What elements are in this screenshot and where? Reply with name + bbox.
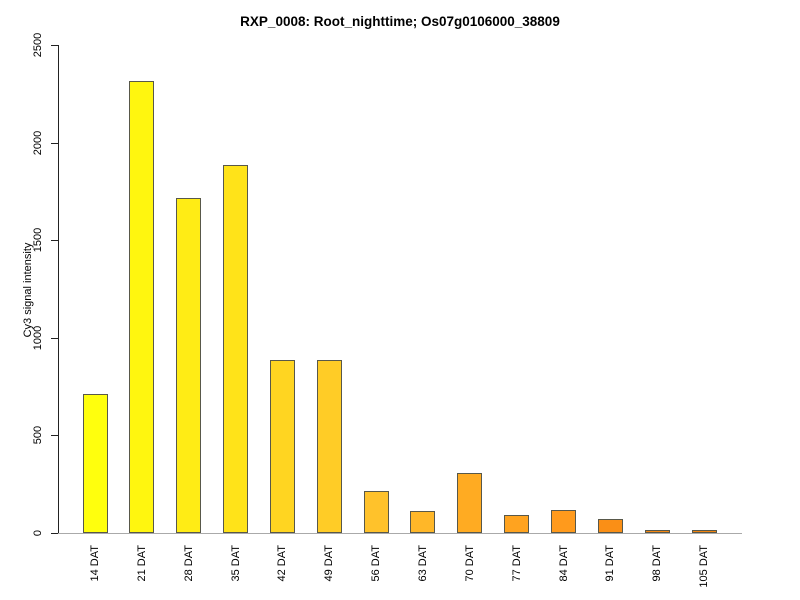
x-tick-label: 84 DAT <box>558 545 570 582</box>
x-tick-label: 42 DAT <box>276 545 288 582</box>
x-tick-label: 105 DAT <box>698 545 710 588</box>
x-tick-label: 35 DAT <box>230 545 242 582</box>
bar-63-dat <box>410 511 435 533</box>
bar-56-dat <box>364 491 389 533</box>
x-tick-label: 56 DAT <box>370 545 382 582</box>
bar-14-dat <box>83 394 108 533</box>
x-tick-label: 49 DAT <box>323 545 335 582</box>
x-tick-label: 63 DAT <box>417 545 429 582</box>
x-tick-label: 98 DAT <box>651 545 663 582</box>
y-tick-mark <box>51 240 58 241</box>
bar-105-dat <box>692 530 717 533</box>
bar-35-dat <box>223 165 248 533</box>
bar-28-dat <box>176 198 201 533</box>
y-tick-label: 1000 <box>32 325 44 351</box>
x-tick-label: 21 DAT <box>136 545 148 582</box>
y-tick-mark <box>51 533 58 534</box>
y-tick-label: 0 <box>32 529 44 537</box>
x-tick-label: 91 DAT <box>604 545 616 582</box>
x-tick-label: 77 DAT <box>511 545 523 582</box>
y-tick-label: 500 <box>32 425 44 445</box>
chart-title: RXP_0008: Root_nighttime; Os07g0106000_3… <box>240 14 560 29</box>
x-tick-label: 28 DAT <box>183 545 195 582</box>
bar-98-dat <box>645 530 670 533</box>
y-tick-mark <box>51 435 58 436</box>
bar-42-dat <box>270 360 295 533</box>
bar-21-dat <box>129 81 154 533</box>
y-axis-line <box>58 45 59 534</box>
y-tick-label: 2000 <box>32 130 44 156</box>
x-tick-label: 70 DAT <box>464 545 476 582</box>
x-axis-baseline <box>58 533 742 534</box>
y-tick-label: 1500 <box>32 227 44 253</box>
y-tick-label: 2500 <box>32 32 44 58</box>
y-tick-mark <box>51 143 58 144</box>
y-tick-mark <box>51 45 58 46</box>
y-tick-mark <box>51 338 58 339</box>
bar-77-dat <box>504 515 529 533</box>
bar-49-dat <box>317 360 342 533</box>
bar-70-dat <box>457 473 482 533</box>
bar-91-dat <box>598 519 623 533</box>
bar-84-dat <box>551 510 576 533</box>
x-tick-label: 14 DAT <box>89 545 101 582</box>
